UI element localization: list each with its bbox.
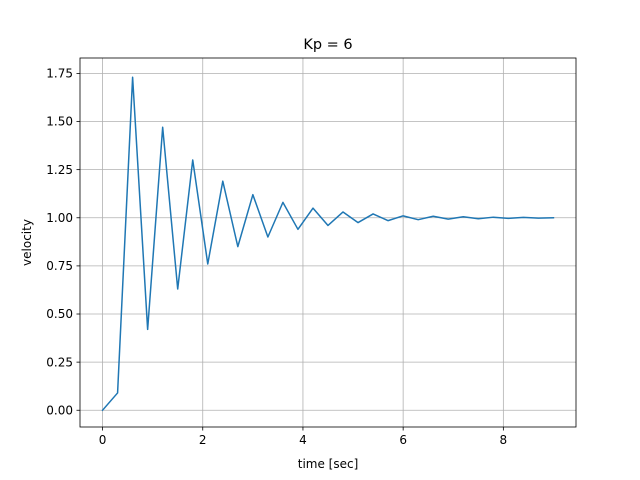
series-line <box>101 76 555 412</box>
x-tick-label: 4 <box>299 433 307 447</box>
plot-frame <box>79 57 577 428</box>
y-tick-label: 0.75 <box>46 259 73 273</box>
x-axis-label: time [sec] <box>298 457 359 471</box>
y-tick-label: 1.25 <box>46 163 73 177</box>
y-tick-label: 0.50 <box>46 307 73 321</box>
y-tick-label: 1.50 <box>46 115 73 129</box>
x-tick-label: 8 <box>500 433 508 447</box>
x-tick-label: 2 <box>199 433 207 447</box>
axis-ticks: 0 2 4 6 8 0.00 0.25 0.50 0.75 1.00 1.25 1.50 1.75 <box>46 67 507 447</box>
y-tick-label: 0.25 <box>46 355 73 369</box>
chart-title: Kp = 6 <box>303 37 352 53</box>
y-tick-label: 0.00 <box>46 403 73 417</box>
y-axis-label: velocity <box>20 219 34 266</box>
y-tick-label: 1.00 <box>46 211 73 225</box>
series-layer <box>101 76 555 412</box>
y-tick-label: 1.75 <box>46 67 73 81</box>
x-tick-label: 0 <box>99 433 107 447</box>
x-tick-label: 6 <box>399 433 407 447</box>
